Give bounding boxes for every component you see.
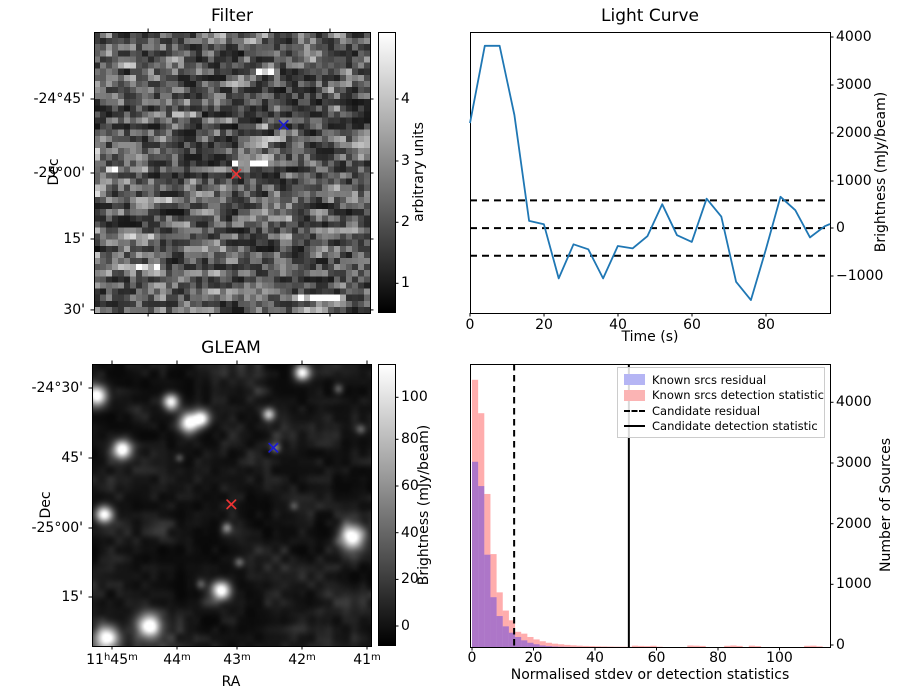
filter-colorbar-label: arbitrary units xyxy=(411,122,427,222)
tick-label: 4 xyxy=(401,90,410,107)
tick-label: 3000 xyxy=(836,454,872,471)
legend-swatch-pink-patch xyxy=(624,389,645,401)
tick-label: −1000 xyxy=(836,267,884,284)
tick-label: 11h45m xyxy=(86,652,138,668)
legend-item-candidate-detstat: Candidate detection statistic xyxy=(624,419,824,435)
hist-ylabel: Number of Sources xyxy=(878,437,894,573)
tick-label: 1000 xyxy=(836,576,872,593)
legend-item-candidate-residual: Candidate residual xyxy=(624,403,824,419)
gleam-panel-title: GLEAM xyxy=(201,338,261,358)
tick-label: 0 xyxy=(836,219,845,236)
tick-label: 2000 xyxy=(836,515,872,532)
filter-panel-title: Filter xyxy=(210,6,254,26)
tick-label: 42m xyxy=(288,652,316,668)
legend-label: Candidate residual xyxy=(652,403,761,418)
legend-item-known-detstat: Known srcs detection statistic xyxy=(624,388,824,404)
tick-label: 45' xyxy=(61,449,83,466)
lightcurve-ylabel: Brightness (mJy/beam) xyxy=(873,91,889,253)
tick-label: -25°00' xyxy=(31,520,83,536)
tick-label: 80 xyxy=(709,650,727,666)
tick-label: 40 xyxy=(401,524,419,541)
tick-label: -25°00' xyxy=(33,165,85,181)
tick-label: 40 xyxy=(609,317,627,333)
tick-label: 0 xyxy=(401,618,410,634)
tick-label: 2 xyxy=(401,214,410,231)
tick-label: 2000 xyxy=(836,124,872,141)
tick-label: 100 xyxy=(401,389,428,406)
tick-label: 40 xyxy=(586,650,604,666)
tick-label: 3 xyxy=(401,152,410,169)
tick-label: 15' xyxy=(63,230,85,247)
hist-xlabel: Normalised stdev or detection statistics xyxy=(510,667,790,683)
legend-swatch-blue-patch xyxy=(624,374,645,386)
tick-label: 20 xyxy=(535,317,553,333)
hist-legend: Known srcs residual Known srcs detection… xyxy=(617,367,825,438)
filter-colorbar xyxy=(378,32,396,313)
tick-label: 0 xyxy=(465,317,475,333)
gleam-sky-image xyxy=(92,364,371,646)
tick-label: 44m xyxy=(163,652,191,668)
tick-label: -24°45' xyxy=(33,90,85,107)
gleam-colorbar-label: Brightness (mJy/beam) xyxy=(416,424,432,586)
tick-label: 1 xyxy=(401,275,410,292)
tick-label: 15' xyxy=(61,588,83,605)
tick-label: 1000 xyxy=(836,172,872,189)
tick-label: 41m xyxy=(353,652,381,668)
legend-swatch-solid-line xyxy=(624,425,645,428)
gleam-ylabel: Dec xyxy=(38,491,54,519)
tick-label: 0 xyxy=(836,636,845,653)
tick-label: 80 xyxy=(401,431,419,448)
filter-noise-image xyxy=(94,32,370,313)
tick-label: 0 xyxy=(467,650,477,666)
legend-label: Candidate detection statistic xyxy=(652,419,818,434)
tick-label: 20 xyxy=(401,571,419,588)
lightcurve-xlabel: Time (s) xyxy=(621,329,679,345)
gleam-xlabel: RA xyxy=(221,674,241,690)
tick-label: 60 xyxy=(647,650,666,666)
tick-label: 4000 xyxy=(836,29,872,45)
tick-label: 43m xyxy=(223,652,251,668)
tick-label: 80 xyxy=(757,317,775,333)
legend-label: Known srcs residual xyxy=(652,372,767,387)
tick-label: -24°30' xyxy=(31,379,83,396)
tick-label: 60 xyxy=(401,477,419,494)
lightcurve-panel-title: Light Curve xyxy=(601,6,699,26)
tick-label: 3000 xyxy=(836,76,872,93)
legend-label: Known srcs detection statistic xyxy=(652,388,824,403)
tick-label: 100 xyxy=(766,650,793,666)
legend-item-known-residual: Known srcs residual xyxy=(624,372,824,388)
tick-label: 60 xyxy=(683,317,701,333)
tick-label: 30' xyxy=(63,301,85,318)
tick-label: 4000 xyxy=(836,394,872,411)
legend-swatch-dashed-line xyxy=(624,409,645,412)
gleam-colorbar xyxy=(378,364,396,646)
tick-label: 20 xyxy=(524,650,543,666)
